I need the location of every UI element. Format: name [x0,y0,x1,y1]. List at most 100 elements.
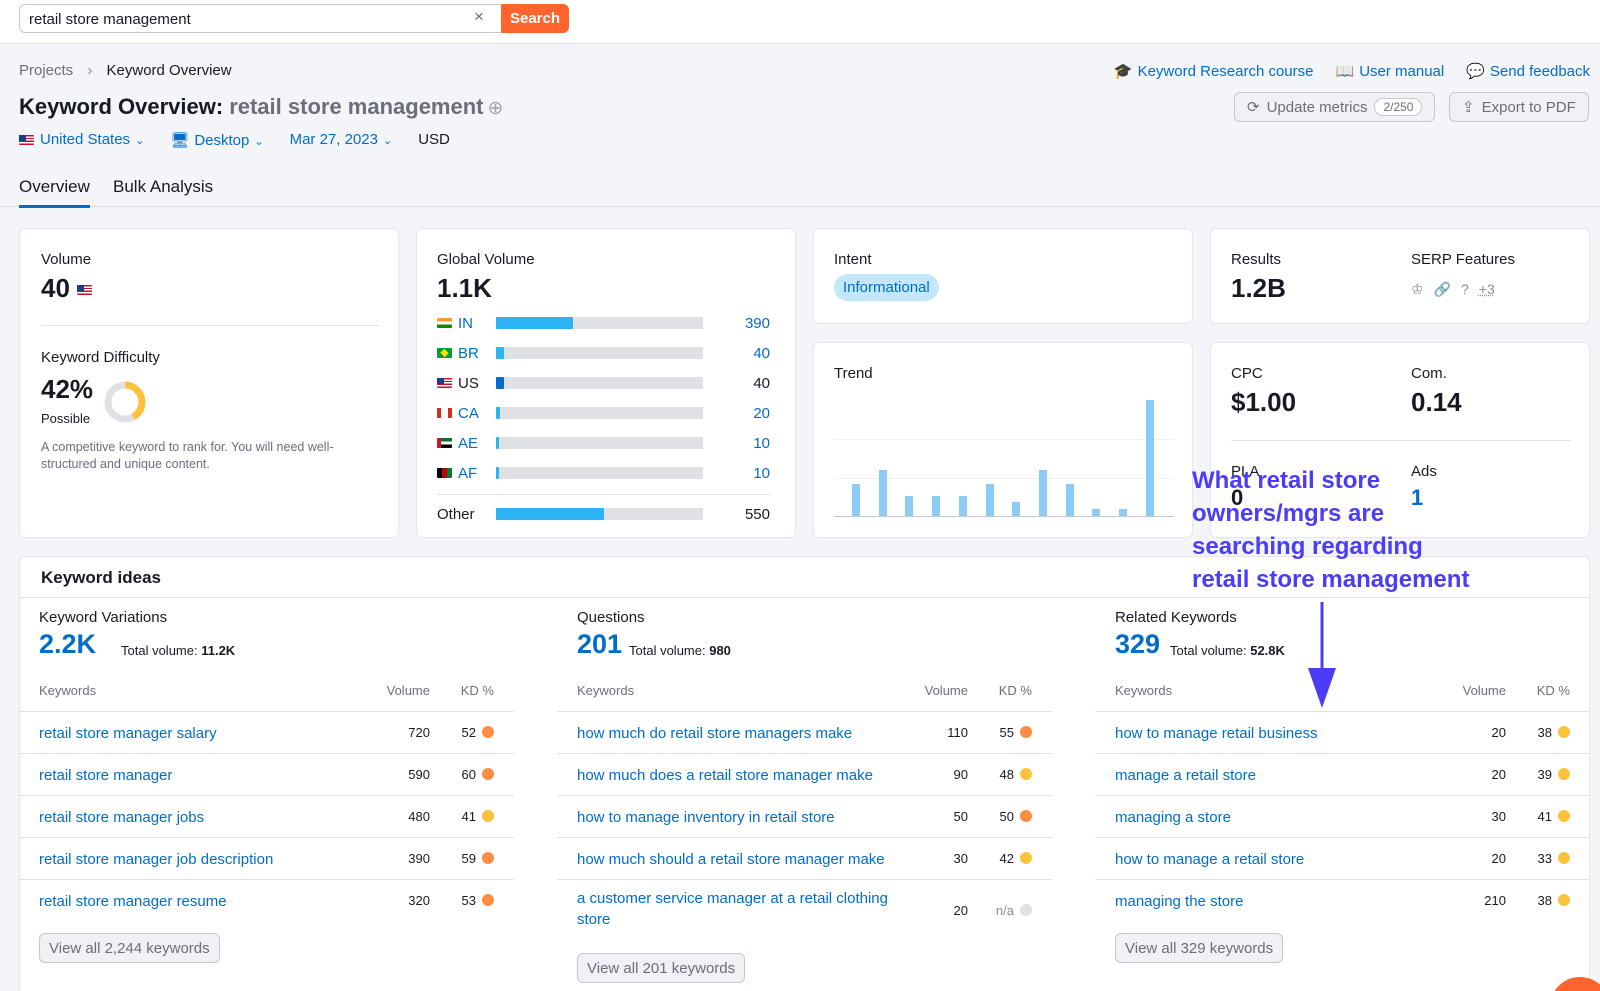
kd-level-dot [482,852,494,864]
send-feedback-link[interactable]: 💬 Send feedback [1466,62,1590,80]
serp-more-link[interactable]: +3 [1478,281,1495,297]
tab-bulk-analysis[interactable]: Bulk Analysis [113,177,214,196]
tab-overview[interactable]: Overview [19,177,90,208]
gv-country-value[interactable]: 390 [744,314,770,332]
gv-country-value[interactable]: 10 [753,464,770,482]
keyword-link[interactable]: how to manage inventory in retail store [577,809,835,826]
export-pdf-button[interactable]: ⇪ Export to PDF [1449,92,1589,122]
table-row: a customer service manager at a retail c… [557,879,1052,941]
annotation-arrow-icon [1308,602,1336,708]
table-row: how much should a retail store manager m… [557,837,1052,879]
column-keywords[interactable]: Keywords [1115,683,1173,698]
ads-value[interactable]: 1 [1411,485,1424,510]
gv-row-other: Other 550 [437,504,770,524]
keyword-link[interactable]: how much does a retail store manager mak… [577,767,873,784]
column-kd[interactable]: KD % [460,683,494,698]
trend-label: Trend [834,365,873,382]
view-all-button[interactable]: View all 2,244 keywords [39,933,220,963]
page-title-keyword: retail store management [229,94,484,119]
intent-badge: Informational [834,274,939,301]
kd-description: A competitive keyword to rank for. You w… [41,440,334,471]
user-manual-link[interactable]: 📖 User manual [1336,62,1445,80]
gv-country-code[interactable]: BR [458,344,479,362]
annotation-line: owners/mgrs are [1192,500,1385,527]
view-all-button[interactable]: View all 329 keywords [1115,933,1284,963]
device-select[interactable]: 🖥 Desktop ⌄ [170,131,263,149]
keyword-link[interactable]: how much do retail store managers make [577,725,853,742]
keyword-link[interactable]: retail store manager [39,767,173,784]
gv-country-code[interactable]: IN [458,314,473,332]
keyword-course-link[interactable]: 🎓 Keyword Research course [1114,62,1314,80]
questions-count[interactable]: 201 [577,629,623,659]
chevron-down-icon: ⌄ [135,135,145,147]
crown-icon[interactable]: ♔ [1411,281,1424,297]
keyword-link[interactable]: manage a retail store [1115,767,1256,784]
gv-country-value[interactable]: 10 [753,434,770,452]
keyword-link[interactable]: retail store manager resume [39,893,227,910]
keyword-volume: 50 [953,809,968,824]
chevron-down-icon: ⌄ [382,135,393,147]
kd-level-dot [1020,768,1032,780]
keyword-link[interactable]: how much should a retail store manager m… [577,851,885,868]
table-row: managing the store 210 38 [1095,879,1590,921]
gv-country-value[interactable]: 40 [753,344,770,362]
keyword-volume: 20 [1491,851,1506,866]
gv-country-code[interactable]: CA [458,404,479,422]
column-keywords[interactable]: Keywords [39,683,97,698]
gv-country-value[interactable]: 20 [753,404,770,422]
monitor-icon: 🖥 [170,132,190,149]
keyword-kd: 42 [999,851,1014,866]
gv-country-code[interactable]: AF [458,464,478,482]
view-all-button[interactable]: View all 201 keywords [577,953,746,983]
date-label: Mar 27, 2023 [289,131,378,148]
top-search-bar: retail store management × Search [0,0,1600,44]
column-volume[interactable]: Volume [924,683,968,698]
keyword-link[interactable]: how to manage retail business [1115,725,1318,742]
column-kd[interactable]: KD % [1536,683,1570,698]
search-input[interactable]: retail store management [19,4,500,33]
keyword-kd: 60 [461,767,476,782]
keyword-link[interactable]: managing the store [1115,893,1244,910]
trend-bar [958,496,967,516]
date-select[interactable]: Mar 27, 2023 ⌄ [290,131,393,149]
related-count[interactable]: 329 [1115,629,1161,659]
column-volume[interactable]: Volume [1462,683,1506,698]
competition-value: 0.14 [1411,387,1462,417]
gv-bar [496,407,703,419]
kd-level-dot [1020,810,1032,822]
us-flag-icon [77,285,93,296]
kd-level-dot [482,894,494,906]
keyword-link[interactable]: retail store manager job description [39,851,274,868]
gv-country-code: US [458,374,479,392]
kd-level-dot [1020,726,1032,738]
breadcrumb-projects[interactable]: Projects [19,62,74,79]
kd-donut-chart [104,381,146,423]
column-kd[interactable]: KD % [998,683,1032,698]
column-keywords[interactable]: Keywords [577,683,635,698]
keyword-kd: 50 [999,809,1014,824]
keyword-volume: 210 [1484,893,1506,908]
keyword-volume: 480 [408,809,430,824]
keyword-link[interactable]: retail store manager jobs [39,809,205,826]
question-icon[interactable]: ? [1461,281,1469,297]
keyword-link[interactable]: how to manage a retail store [1115,851,1305,868]
gv-country-code[interactable]: AE [458,434,479,452]
keyword-link[interactable]: a customer service manager at a retail c… [577,890,888,928]
link-icon[interactable]: 🔗 [1433,281,1451,297]
country-select[interactable]: United States ⌄ [19,131,144,149]
search-button[interactable]: Search [501,4,569,33]
intent-label: Intent [834,251,872,268]
questions-total: 980 [709,643,731,658]
clear-icon[interactable]: × [474,7,484,26]
add-icon[interactable]: ⊕ [487,98,504,119]
refresh-icon: ⟳ [1247,99,1260,116]
device-label: Desktop [194,132,250,149]
column-volume[interactable]: Volume [386,683,430,698]
keyword-kd: 41 [461,809,476,824]
keyword-link[interactable]: retail store manager salary [39,725,217,742]
gv-bar [496,437,703,449]
variations-count[interactable]: 2.2K [39,629,97,659]
trend-bar [852,483,860,516]
keyword-link[interactable]: managing a store [1115,809,1231,826]
update-metrics-button[interactable]: ⟳ Update metrics 2/250 [1234,92,1436,122]
